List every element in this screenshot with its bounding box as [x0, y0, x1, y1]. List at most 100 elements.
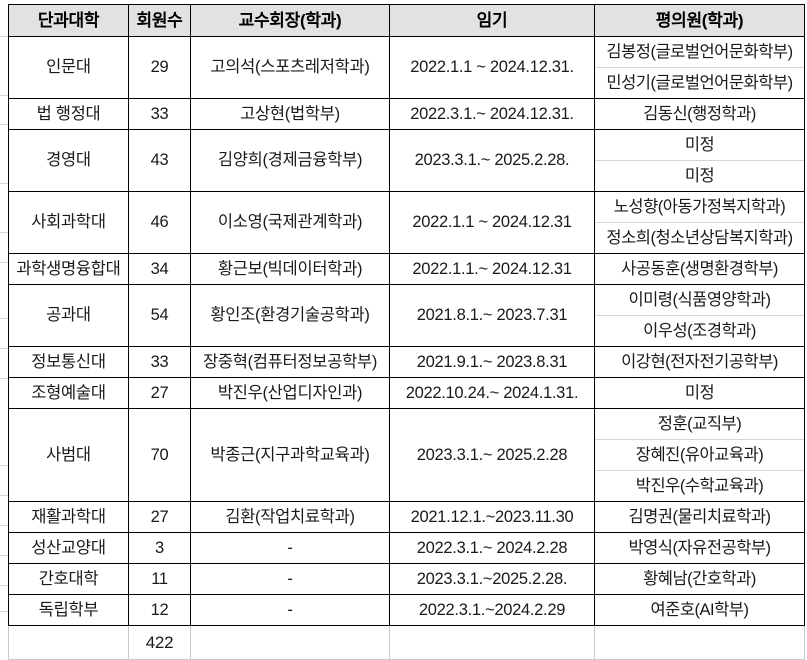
total-cell-council [594, 625, 805, 660]
cell-members: 54 [128, 284, 191, 347]
council-member-list: 미정 [595, 378, 804, 408]
cell-term: 2022.1.1 ~ 2024.12.31 [389, 191, 595, 254]
cell-council: 미정 [594, 377, 805, 409]
cell-members: 29 [128, 36, 191, 99]
cell-college: 재활과학대 [8, 501, 129, 533]
council-member-item: 김봉정(글로벌언어문화학부) [606, 42, 793, 61]
table-row: 공과대 54 황인조(환경기술공학과) 2021.8.1.~ 2023.7.31 이미령… [8, 284, 805, 347]
table-row: 정보통신대 33 장중혁(컴퓨터정보공학부) 2021.9.1.~ 2023.8.31… [8, 346, 805, 378]
cell-members: 33 [128, 98, 191, 130]
total-cell-chair [190, 625, 390, 660]
cell-council: 사공동훈(생명환경학부) [594, 253, 805, 285]
column-header-council: 평의원(학과) [594, 4, 805, 37]
column-header-college: 단과대학 [8, 4, 129, 37]
edge-gridline-fragment [0, 495, 8, 496]
faculty-council-table-wrapper: 단과대학 회원수 교수회장(학과) 임기 평의원(학과) 인문대 29 고의석(스포… [8, 4, 805, 660]
edge-gridline-fragment [0, 36, 8, 37]
table-row: 경영대 43 김양희(경제금융학부) 2023.3.1.~ 2025.2.28. 미정 미… [8, 129, 805, 192]
cell-chair: 황근보(빅데이터학과) [190, 253, 390, 285]
cell-members: 12 [128, 594, 191, 626]
cell-college: 경영대 [8, 129, 129, 192]
edge-gridline-fragment [0, 232, 8, 233]
edge-gridline-fragment [0, 183, 8, 184]
cell-members: 70 [128, 408, 191, 502]
council-member-list: 여준호(AI학부) [595, 595, 804, 625]
cell-chair: 박종근(지구과학교육과) [190, 408, 390, 502]
cell-college: 사회과학대 [8, 191, 129, 254]
cell-members: 3 [128, 532, 191, 564]
cell-term: 2021.9.1.~ 2023.8.31 [389, 346, 595, 378]
council-member-list: 미정 미정 [595, 130, 804, 191]
cell-term: 2022.10.24.~ 2024.1.31. [389, 377, 595, 409]
cell-college: 사범대 [8, 408, 129, 502]
table-row: 성산교양대 3-2022.3.1.~ 2024.2.28 박영식(자유전공학부) [8, 532, 805, 564]
table-header: 단과대학 회원수 교수회장(학과) 임기 평의원(학과) [8, 4, 805, 37]
total-cell-members: 422 [128, 625, 191, 660]
total-cell-college [8, 625, 129, 660]
table-row: 조형예술대 27 박진우(산업디자인과) 2022.10.24.~ 2024.1.31… [8, 377, 805, 409]
cell-term: 2022.1.1 ~ 2024.12.31. [389, 36, 595, 99]
cell-term: 2023.3.1.~ 2025.2.28 [389, 408, 595, 502]
council-member-item: 박진우(수학교육과) [595, 470, 804, 501]
council-member-item: 민성기(글로벌언어문화학부) [595, 67, 804, 98]
edge-gridline-fragment [0, 95, 8, 96]
cell-term: 2022.3.1.~2024.2.29 [389, 594, 595, 626]
table-body: 인문대 29 고의석(스포츠레저학과) 2022.1.1 ~ 2024.12.31. 김… [8, 36, 805, 660]
cell-chair: 이소영(국제관계학과) [190, 191, 390, 254]
table-row: 사회과학대 46 이소영(국제관계학과) 2022.1.1 ~ 2024.12.31 노… [8, 191, 805, 254]
cell-chair: 고상현(법학부) [190, 98, 390, 130]
cell-members: 27 [128, 377, 191, 409]
council-member-list: 김봉정(글로벌언어문화학부) 민성기(글로벌언어문화학부) [595, 37, 804, 98]
council-member-item: 이우성(조경학과) [595, 315, 804, 346]
cell-members: 46 [128, 191, 191, 254]
cell-term: 2021.12.1.~2023.11.30 [389, 501, 595, 533]
cell-council: 여준호(AI학부) [594, 594, 805, 626]
council-member-list: 노성향(아동가정복지학과) 정소희(청소년상담복지학과) [595, 192, 804, 253]
council-member-item: 정소희(청소년상담복지학과) [595, 222, 804, 253]
cell-chair: 김환(작업치료학과) [190, 501, 390, 533]
cell-college: 성산교양대 [8, 532, 129, 564]
council-member-list: 김동신(행정학과) [595, 99, 804, 129]
council-member-list: 이미령(식품영양학과) 이우성(조경학과) [595, 285, 804, 346]
council-member-item: 노성향(아동가정복지학과) [613, 197, 786, 216]
total-row: 422 [8, 625, 805, 660]
council-member-item: 김명권(물리치료학과) [628, 507, 771, 526]
table-row: 재활과학대 27 김환(작업치료학과) 2021.12.1.~2023.11.30 김명… [8, 501, 805, 533]
edge-gridline-fragment [0, 525, 8, 526]
cell-chair: 박진우(산업디자인과) [190, 377, 390, 409]
cell-council: 정훈(교직부) 장혜진(유아교육과) 박진우(수학교육과) [594, 408, 805, 502]
council-member-list: 사공동훈(생명환경학부) [595, 254, 804, 284]
council-member-list: 김명권(물리치료학과) [595, 502, 804, 532]
table-row: 인문대 29 고의석(스포츠레저학과) 2022.1.1 ~ 2024.12.31. 김… [8, 36, 805, 99]
edge-gridline-fragment [0, 585, 8, 586]
edge-gridline-fragment [0, 555, 8, 556]
column-header-term: 임기 [389, 4, 595, 37]
cell-chair: 고의석(스포츠레저학과) [190, 36, 390, 99]
table-row: 법 행정대 33 고상현(법학부) 2022.3.1.~ 2024.12.31. 김동신… [8, 98, 805, 130]
edge-gridline-fragment [0, 348, 8, 349]
cell-council: 이미령(식품영양학과) 이우성(조경학과) [594, 284, 805, 347]
cell-college: 정보통신대 [8, 346, 129, 378]
cell-chair: 장중혁(컴퓨터정보공학부) [190, 346, 390, 378]
cell-college: 독립학부 [8, 594, 129, 626]
cell-council: 황혜남(간호학과) [594, 563, 805, 595]
cell-members: 27 [128, 501, 191, 533]
cell-college: 간호대학 [8, 563, 129, 595]
council-member-list: 이강현(전자전기공학부) [595, 347, 804, 377]
cell-college: 법 행정대 [8, 98, 129, 130]
cell-term: 2022.3.1.~ 2024.12.31. [389, 98, 595, 130]
total-cell-term [389, 625, 595, 660]
edge-gridline-fragment [0, 611, 8, 612]
cell-council: 김명권(물리치료학과) [594, 501, 805, 533]
cell-council: 박영식(자유전공학부) [594, 532, 805, 564]
cell-members: 11 [128, 563, 191, 595]
cell-council: 김동신(행정학과) [594, 98, 805, 130]
table-row: 독립학부 12-2022.3.1.~2024.2.29 여준호(AI학부) [8, 594, 805, 626]
table-row: 사범대 70 박종근(지구과학교육과) 2023.3.1.~ 2025.2.28 정훈(… [8, 408, 805, 502]
council-member-item: 박영식(자유전공학부) [628, 538, 771, 557]
cell-chair: 황인조(환경기술공학과) [190, 284, 390, 347]
cell-term: 2021.8.1.~ 2023.7.31 [389, 284, 595, 347]
council-member-item: 장혜진(유아교육과) [595, 439, 804, 470]
cell-term: 2022.3.1.~ 2024.2.28 [389, 532, 595, 564]
cell-council: 노성향(아동가정복지학과) 정소희(청소년상담복지학과) [594, 191, 805, 254]
